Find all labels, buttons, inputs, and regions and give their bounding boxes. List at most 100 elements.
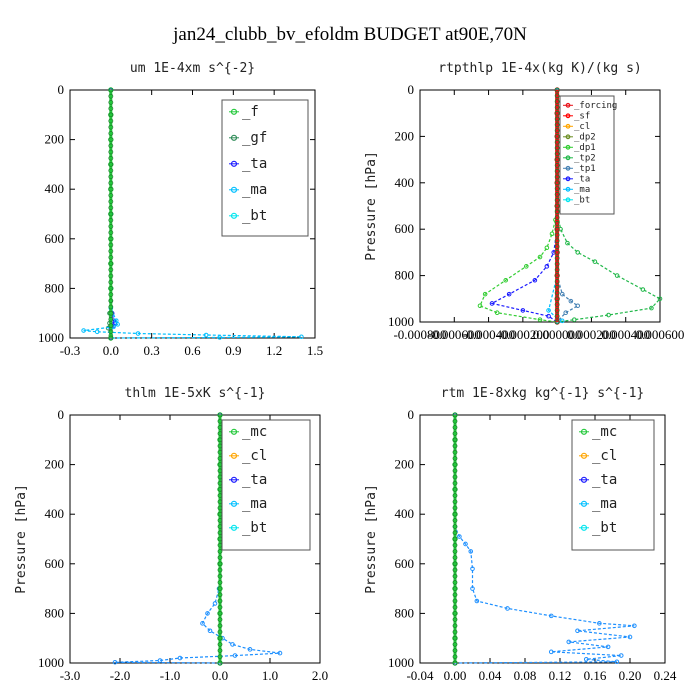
data-point: [177, 655, 183, 661]
data-point: [554, 261, 560, 267]
data-point: [546, 308, 551, 313]
legend-entry-f: _f: [242, 104, 259, 120]
x-tick-label: 0.0: [212, 668, 228, 683]
data-point: [452, 654, 458, 660]
x-tick-label: -0.000800: [393, 327, 446, 342]
legend-entry-bt: _bt: [242, 208, 267, 224]
legend-entry-tp1: _tp1: [574, 164, 596, 174]
legend-marker: [230, 428, 238, 435]
legend-entry-ma: _ma: [242, 182, 267, 198]
data-point: [108, 298, 114, 304]
data-point: [113, 318, 119, 323]
data-point: [640, 287, 646, 292]
data-point: [494, 310, 500, 316]
y-tick-label: 400: [45, 506, 65, 521]
data-point: [452, 518, 458, 523]
data-point: [108, 316, 114, 322]
data-point: [299, 334, 304, 340]
panel-title: rtm 1E-8xkg kg^{-1} s^{-1}: [441, 386, 645, 401]
data-point: [452, 493, 458, 499]
panel-title: rtpthlp 1E-4x(kg K)/(kg s): [438, 61, 642, 76]
x-tick-label: 0.08: [514, 668, 537, 683]
data-point: [614, 273, 620, 278]
data-point: [277, 650, 283, 656]
data-point: [115, 322, 120, 327]
data-point: [203, 332, 209, 338]
x-tick-label: -1.0: [160, 668, 181, 683]
legend-marker: [565, 123, 571, 129]
legend-marker: [230, 524, 238, 531]
data-point: [81, 328, 86, 333]
data-point: [452, 549, 458, 554]
y-tick-label: 800: [45, 280, 65, 295]
data-point: [657, 296, 663, 302]
data-point: [537, 254, 543, 260]
legend-marker: [230, 452, 238, 459]
panel-title: um 1E-4xm s^{-2}: [130, 61, 255, 76]
data-point: [452, 455, 458, 461]
data-point: [108, 267, 114, 273]
data-point: [94, 329, 100, 335]
data-point: [217, 642, 223, 647]
data-point: [583, 656, 589, 662]
legend-entry-ta: _ta: [242, 472, 267, 488]
data-point: [108, 186, 114, 192]
plot-frame: [419, 414, 666, 664]
data-point: [217, 561, 223, 567]
data-point: [489, 301, 495, 306]
data-point: [108, 335, 114, 341]
data-point: [108, 261, 114, 267]
data-point: [108, 130, 114, 136]
y-tick-label: 800: [45, 605, 65, 620]
data-point: [532, 277, 538, 283]
panel-title: thlm 1E-5xK s^{-1}: [125, 386, 266, 401]
legend-marker: [565, 134, 571, 140]
data-point: [452, 635, 458, 641]
data-point: [452, 542, 458, 548]
data-point: [474, 598, 480, 604]
data-point: [554, 139, 560, 145]
legend-marker: [565, 197, 571, 203]
data-point: [575, 303, 581, 309]
legend-entry-bt: _bt: [574, 196, 590, 206]
data-point: [217, 549, 223, 554]
data-point: [554, 99, 560, 104]
x-tick-label: 1.0: [262, 668, 278, 683]
data-point: [452, 561, 458, 567]
data-point: [452, 499, 458, 505]
data-point: [554, 296, 560, 302]
data-point: [554, 238, 560, 244]
plot-frame: [69, 414, 321, 664]
y-tick-label: 600: [395, 221, 415, 236]
data-point: [108, 223, 114, 229]
data-point: [554, 197, 560, 203]
data-point: [554, 302, 560, 308]
data-point: [468, 549, 474, 554]
data-point: [554, 180, 560, 186]
data-point: [546, 313, 551, 319]
data-point: [108, 137, 114, 143]
x-tick-label: -0.04: [406, 668, 434, 683]
data-point: [520, 308, 526, 313]
data-point: [217, 555, 223, 560]
data-point: [571, 317, 577, 322]
data-point: [108, 100, 114, 105]
data-point: [554, 122, 560, 128]
y-tick-label: 600: [45, 231, 65, 246]
legend-entry-ta: _ta: [574, 175, 590, 185]
data-point: [554, 284, 560, 290]
data-point: [205, 611, 210, 616]
data-point: [554, 226, 560, 232]
data-point: [503, 277, 509, 283]
data-point: [108, 168, 114, 174]
legend-marker: [230, 500, 238, 507]
legend-entry-dp1: _dp1: [574, 143, 596, 153]
data-point: [108, 310, 114, 316]
data-point: [554, 249, 560, 255]
data-point: [108, 124, 114, 130]
legend-entry-tp2: _tp2: [574, 154, 596, 164]
data-point: [230, 642, 235, 647]
data-point: [452, 437, 458, 443]
panel-2: thlm 1E-5xK s^{-1} Pressure [hPa] 0 200 400 6…: [14, 386, 328, 683]
